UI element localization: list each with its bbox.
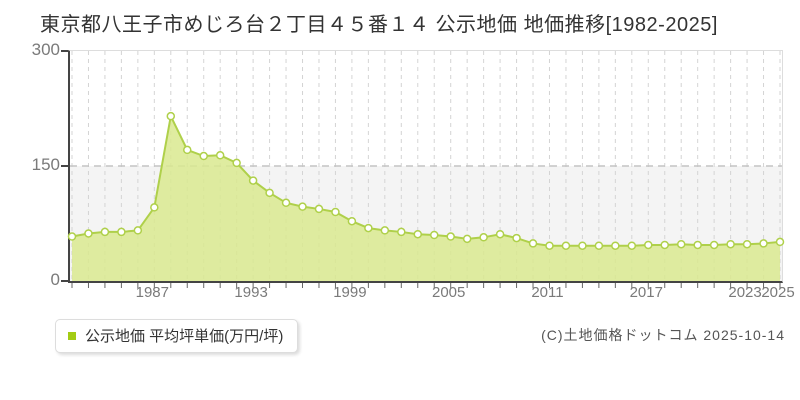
legend-label: 公示地価 平均坪単価(万円/坪) bbox=[85, 328, 284, 345]
price-area-chart-svg bbox=[61, 50, 785, 288]
x-axis-tick-label: 2025 bbox=[761, 284, 795, 301]
x-axis-tick-label: 2005 bbox=[432, 284, 466, 301]
copyright-text: (C)土地価格ドットコム 2025-10-14 bbox=[541, 327, 785, 343]
x-axis-tick-label: 2023 bbox=[728, 284, 762, 301]
y-axis-tick-label: 300 bbox=[31, 40, 60, 59]
x-axis-tick-label: 1999 bbox=[333, 284, 367, 301]
plot-area bbox=[61, 50, 785, 288]
y-axis-tick-label: 0 bbox=[50, 270, 60, 289]
x-axis-tick-label: 1987 bbox=[135, 284, 169, 301]
x-axis-tick-label: 2011 bbox=[531, 284, 564, 301]
x-axis-tick-label: 1993 bbox=[234, 284, 268, 301]
y-axis-tick-label: 150 bbox=[31, 155, 60, 174]
x-axis-tick-label: 2017 bbox=[629, 284, 663, 301]
page-title: 東京都八王子市めじろ台２丁目４５番１４ 公示地価 地価推移[1982-2025] bbox=[40, 14, 718, 36]
legend-box: 公示地価 平均坪単価(万円/坪) bbox=[55, 319, 299, 353]
legend-marker-icon bbox=[68, 331, 76, 340]
